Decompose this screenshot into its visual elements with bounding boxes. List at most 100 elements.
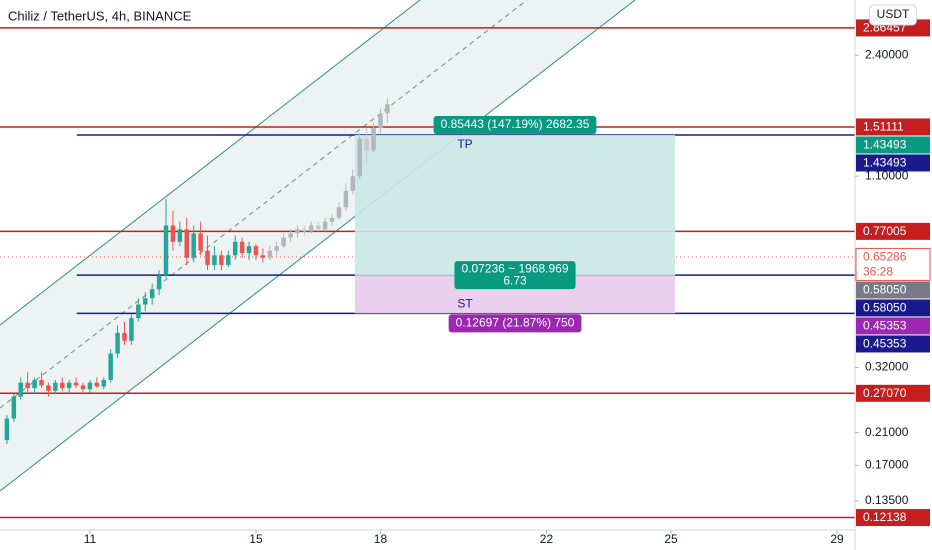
profit-zone bbox=[354, 134, 676, 276]
candle-body bbox=[302, 229, 307, 232]
y-tick-label: 0.21000 bbox=[865, 425, 909, 439]
candle-body bbox=[357, 138, 362, 177]
target-label: 0.85443 (147.19%) 2682.35 bbox=[441, 117, 590, 131]
candle-body bbox=[122, 332, 127, 341]
candle-body bbox=[101, 379, 107, 387]
target-label-box bbox=[433, 115, 597, 134]
ratio-label: 6.73 bbox=[503, 273, 527, 287]
candle-body bbox=[143, 298, 148, 305]
price-marker bbox=[856, 335, 930, 353]
candle-body bbox=[191, 233, 196, 258]
countdown: 36:28 bbox=[863, 265, 893, 279]
price-marker bbox=[855, 247, 931, 281]
channel-lower bbox=[0, 0, 636, 492]
y-tick-label: 0.13500 bbox=[865, 493, 909, 507]
candle-body bbox=[163, 225, 169, 276]
candle-body bbox=[25, 382, 30, 389]
candle-body bbox=[115, 332, 120, 354]
candle-body bbox=[73, 382, 79, 386]
candle-body bbox=[177, 229, 183, 242]
candle-body bbox=[260, 255, 266, 258]
price-marker bbox=[856, 118, 930, 136]
candle-body bbox=[170, 225, 176, 242]
y-tick-label: 0.32000 bbox=[865, 360, 909, 374]
candle-body bbox=[46, 385, 51, 391]
candle-body bbox=[80, 385, 86, 390]
x-tick-label: 15 bbox=[249, 532, 263, 546]
candle-body bbox=[288, 233, 293, 238]
stats-box bbox=[454, 261, 576, 290]
price-marker-label: 0.12138 bbox=[863, 510, 907, 524]
candle-body bbox=[129, 318, 134, 341]
st-label: ST bbox=[457, 297, 473, 311]
candle-body bbox=[239, 241, 245, 253]
x-tick-label: 29 bbox=[830, 532, 844, 546]
candle-body bbox=[136, 304, 141, 319]
candle-body bbox=[39, 379, 44, 386]
x-tick-label: 25 bbox=[664, 532, 678, 546]
candle-body bbox=[371, 128, 376, 151]
price-marker-label: 0.58050 bbox=[863, 283, 907, 297]
candle-body bbox=[315, 225, 321, 230]
candle-body bbox=[53, 382, 58, 391]
price-marker-label: 0.45353 bbox=[863, 319, 907, 333]
candle-body bbox=[149, 289, 155, 299]
y-tick-label: 2.40000 bbox=[865, 47, 909, 61]
candle-body bbox=[108, 353, 113, 380]
candle-body bbox=[267, 250, 273, 258]
candle-body bbox=[336, 207, 342, 218]
candle-body bbox=[343, 190, 349, 208]
candle-body bbox=[350, 176, 356, 191]
candle-body bbox=[295, 229, 300, 234]
chart-title: Chiliz / TetherUS, 4h, BINANCE bbox=[8, 8, 192, 23]
price-marker bbox=[856, 509, 930, 527]
price-marker bbox=[856, 384, 930, 402]
y-tick-label: 1.10000 bbox=[865, 168, 909, 182]
candle-body bbox=[309, 225, 314, 232]
candle-body bbox=[246, 246, 252, 253]
currency: USDT bbox=[877, 7, 910, 21]
candle-body bbox=[18, 382, 24, 397]
channel-upper bbox=[0, 0, 421, 326]
candle-body bbox=[4, 418, 10, 441]
candle-body bbox=[281, 237, 286, 247]
channel-middle bbox=[0, 0, 528, 409]
candle-body bbox=[205, 250, 210, 265]
x-tick-label: 22 bbox=[540, 532, 554, 546]
stop-label: 0.12697 (21.87%) 750 bbox=[456, 316, 575, 330]
price-marker-label: 1.43493 bbox=[863, 138, 907, 152]
candle-body bbox=[226, 255, 231, 265]
candle-body bbox=[94, 382, 100, 387]
price-marker-label: 1.51111 bbox=[863, 120, 904, 134]
candle-body bbox=[11, 396, 17, 419]
stop-label-box bbox=[448, 314, 582, 333]
price-marker-label: 0.58050 bbox=[863, 301, 907, 315]
candle-body bbox=[385, 104, 390, 114]
tp-label: TP bbox=[457, 137, 472, 151]
candle-body bbox=[198, 233, 203, 251]
candle-body bbox=[322, 221, 328, 230]
price-marker bbox=[856, 299, 930, 317]
candle-body bbox=[212, 255, 217, 265]
price-marker-label: 1.43493 bbox=[863, 156, 907, 170]
price-marker-label: 0.77005 bbox=[863, 224, 907, 238]
candle-body bbox=[87, 382, 93, 390]
candle-body bbox=[60, 382, 65, 389]
price-marker bbox=[856, 281, 930, 299]
y-tick-label: 0.17000 bbox=[865, 458, 909, 472]
currency-box bbox=[869, 4, 917, 26]
candle-body bbox=[274, 246, 279, 251]
price-marker bbox=[856, 154, 930, 172]
price-marker bbox=[856, 136, 930, 154]
candle-body bbox=[364, 138, 369, 151]
candle-body bbox=[219, 255, 224, 265]
candle-body bbox=[329, 217, 335, 222]
candle-body bbox=[156, 275, 162, 290]
candle-body bbox=[32, 379, 37, 389]
x-tick-label: 18 bbox=[374, 532, 388, 546]
stats-label: 0.07236 ~ 1968.969 bbox=[461, 261, 568, 275]
price-marker bbox=[856, 222, 930, 240]
price-marker-label: 0.65286 bbox=[863, 250, 907, 264]
candle-body bbox=[66, 382, 72, 389]
